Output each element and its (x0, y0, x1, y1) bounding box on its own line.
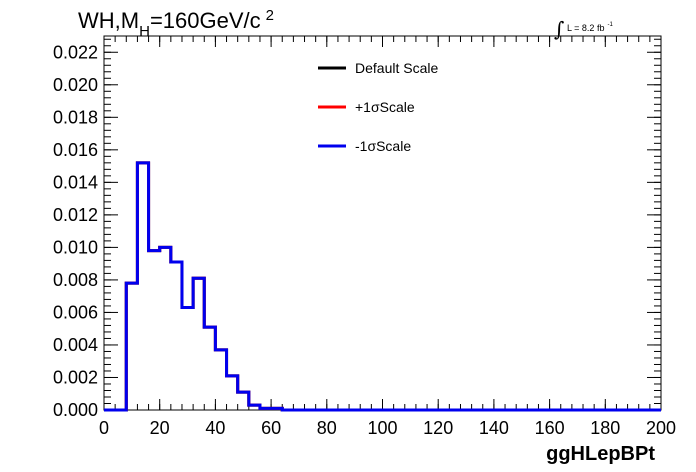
lumi-text: L = 8.2 fb (567, 23, 604, 33)
lumi-integral-sign: ∫ (554, 17, 564, 41)
title-rest: =160GeV/c (150, 8, 261, 33)
x-tick-label: 180 (590, 418, 620, 438)
series-group (104, 161, 661, 412)
y-tick-label: 0.002 (53, 367, 98, 387)
plot-frame (103, 35, 662, 411)
legend-label: Default Scale (355, 60, 438, 76)
x-tick-label: 140 (479, 418, 509, 438)
y-tick-label: 0.016 (53, 140, 98, 160)
series-line (104, 161, 661, 412)
y-tick-label: 0.014 (53, 172, 98, 192)
x-tick-label: 160 (535, 418, 565, 438)
y-tick-label: 0.010 (53, 237, 98, 257)
lumi-label: L = 8.2 fb -1 (567, 22, 613, 33)
x-tick-label: 100 (367, 418, 397, 438)
title-subscript: H (139, 23, 150, 40)
x-tick-label: 0 (99, 418, 109, 438)
legend-label: +1σScale (355, 99, 415, 115)
y-tick-label: 0.018 (53, 107, 98, 127)
series-line (104, 161, 661, 412)
series-line (104, 161, 661, 412)
title-superscript: 2 (266, 7, 274, 24)
x-tick-label: 40 (205, 418, 225, 438)
x-tick-label: 80 (317, 418, 337, 438)
y-tick-label: 0.006 (53, 302, 98, 322)
x-axis-label: ggHLepBPt (546, 443, 655, 465)
x-tick-label: 60 (261, 418, 281, 438)
y-axis: 0.000 0.002 0.004 0.006 0.008 0.010 0.012 0.014… (53, 38, 661, 420)
y-tick-label: 0.000 (53, 400, 98, 420)
y-tick-label: 0.004 (53, 335, 98, 355)
x-axis: 0 20 40 60 80 100 120 140 160 180 200 (99, 36, 676, 438)
lumi-superscript: -1 (607, 22, 613, 28)
x-tick-label: 20 (150, 418, 170, 438)
legend-label: -1σScale (355, 138, 411, 154)
x-tick-label: 120 (423, 418, 453, 438)
y-tick-label: 0.008 (53, 270, 98, 290)
y-tick-label: 0.022 (53, 42, 98, 62)
y-tick-label: 0.012 (53, 205, 98, 225)
x-tick-label: 200 (646, 418, 676, 438)
y-tick-label: 0.020 (53, 75, 98, 95)
chart-title: WH,MH=160GeV/c 2 (78, 7, 274, 40)
title-main: WH,M (78, 8, 139, 33)
legend: Default Scale +1σScale -1σScale (318, 60, 438, 154)
